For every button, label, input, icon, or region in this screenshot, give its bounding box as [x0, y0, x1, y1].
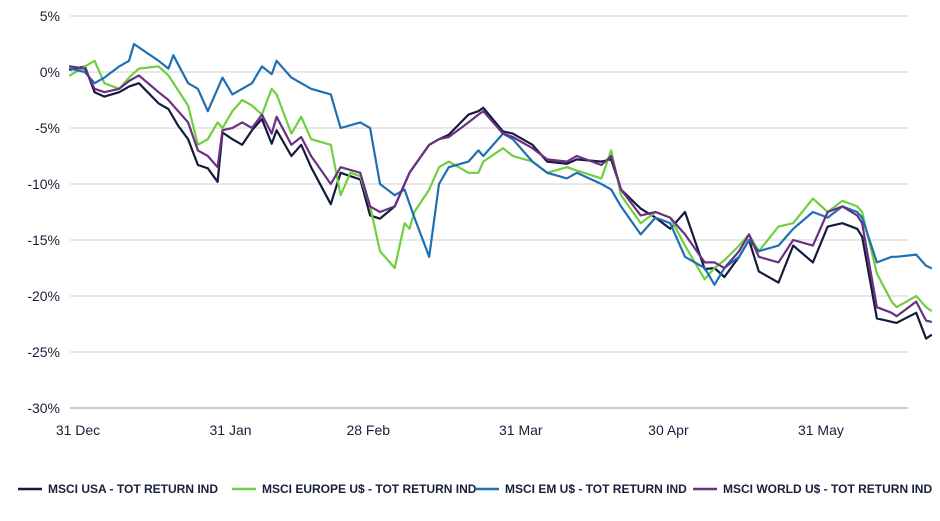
y-tick-label: -10% — [27, 176, 60, 192]
legend-item: MSCI USA - TOT RETURN IND — [18, 482, 218, 496]
legend-item: MSCI WORLD U$ - TOT RETURN IND — [693, 482, 932, 496]
legend-label: MSCI WORLD U$ - TOT RETURN IND — [723, 482, 932, 496]
x-axis-tick-labels: 31 Dec 31 Jan 28 Feb 31 Mar 30 Apr 31 May — [56, 422, 844, 438]
x-tick-label: 31 May — [798, 422, 844, 438]
series-line-1 — [68, 65, 933, 340]
legend-label: MSCI EM U$ - TOT RETURN IND — [505, 482, 687, 496]
series-line-4 — [68, 65, 933, 323]
legend: MSCI USA - TOT RETURN IND MSCI EUROPE U$ … — [18, 482, 932, 496]
legend-item: MSCI EM U$ - TOT RETURN IND — [475, 482, 687, 496]
y-tick-label: -20% — [27, 288, 60, 304]
x-tick-label: 31 Dec — [56, 422, 100, 438]
y-tick-label: -5% — [35, 120, 60, 136]
gridlines — [70, 15, 908, 409]
series-lines — [68, 42, 933, 340]
y-tick-label: -30% — [27, 400, 60, 416]
legend-label: MSCI USA - TOT RETURN IND — [48, 482, 218, 496]
series-line-3 — [68, 42, 933, 286]
x-tick-label: 28 Feb — [346, 422, 390, 438]
y-tick-label: -25% — [27, 344, 60, 360]
y-tick-label: 0% — [40, 64, 60, 80]
y-tick-label: -15% — [27, 232, 60, 248]
x-tick-label: 31 Mar — [499, 422, 543, 438]
x-tick-label: 30 Apr — [648, 422, 689, 438]
legend-label: MSCI EUROPE U$ - TOT RETURN IND — [262, 482, 477, 496]
series-line-2 — [68, 59, 933, 312]
legend-item: MSCI EUROPE U$ - TOT RETURN IND — [232, 482, 477, 496]
x-tick-label: 31 Jan — [209, 422, 251, 438]
y-tick-label: 5% — [40, 8, 60, 24]
y-axis-tick-labels: 5% 0% -5% -10% -15% -20% -25% -30% — [27, 8, 60, 416]
